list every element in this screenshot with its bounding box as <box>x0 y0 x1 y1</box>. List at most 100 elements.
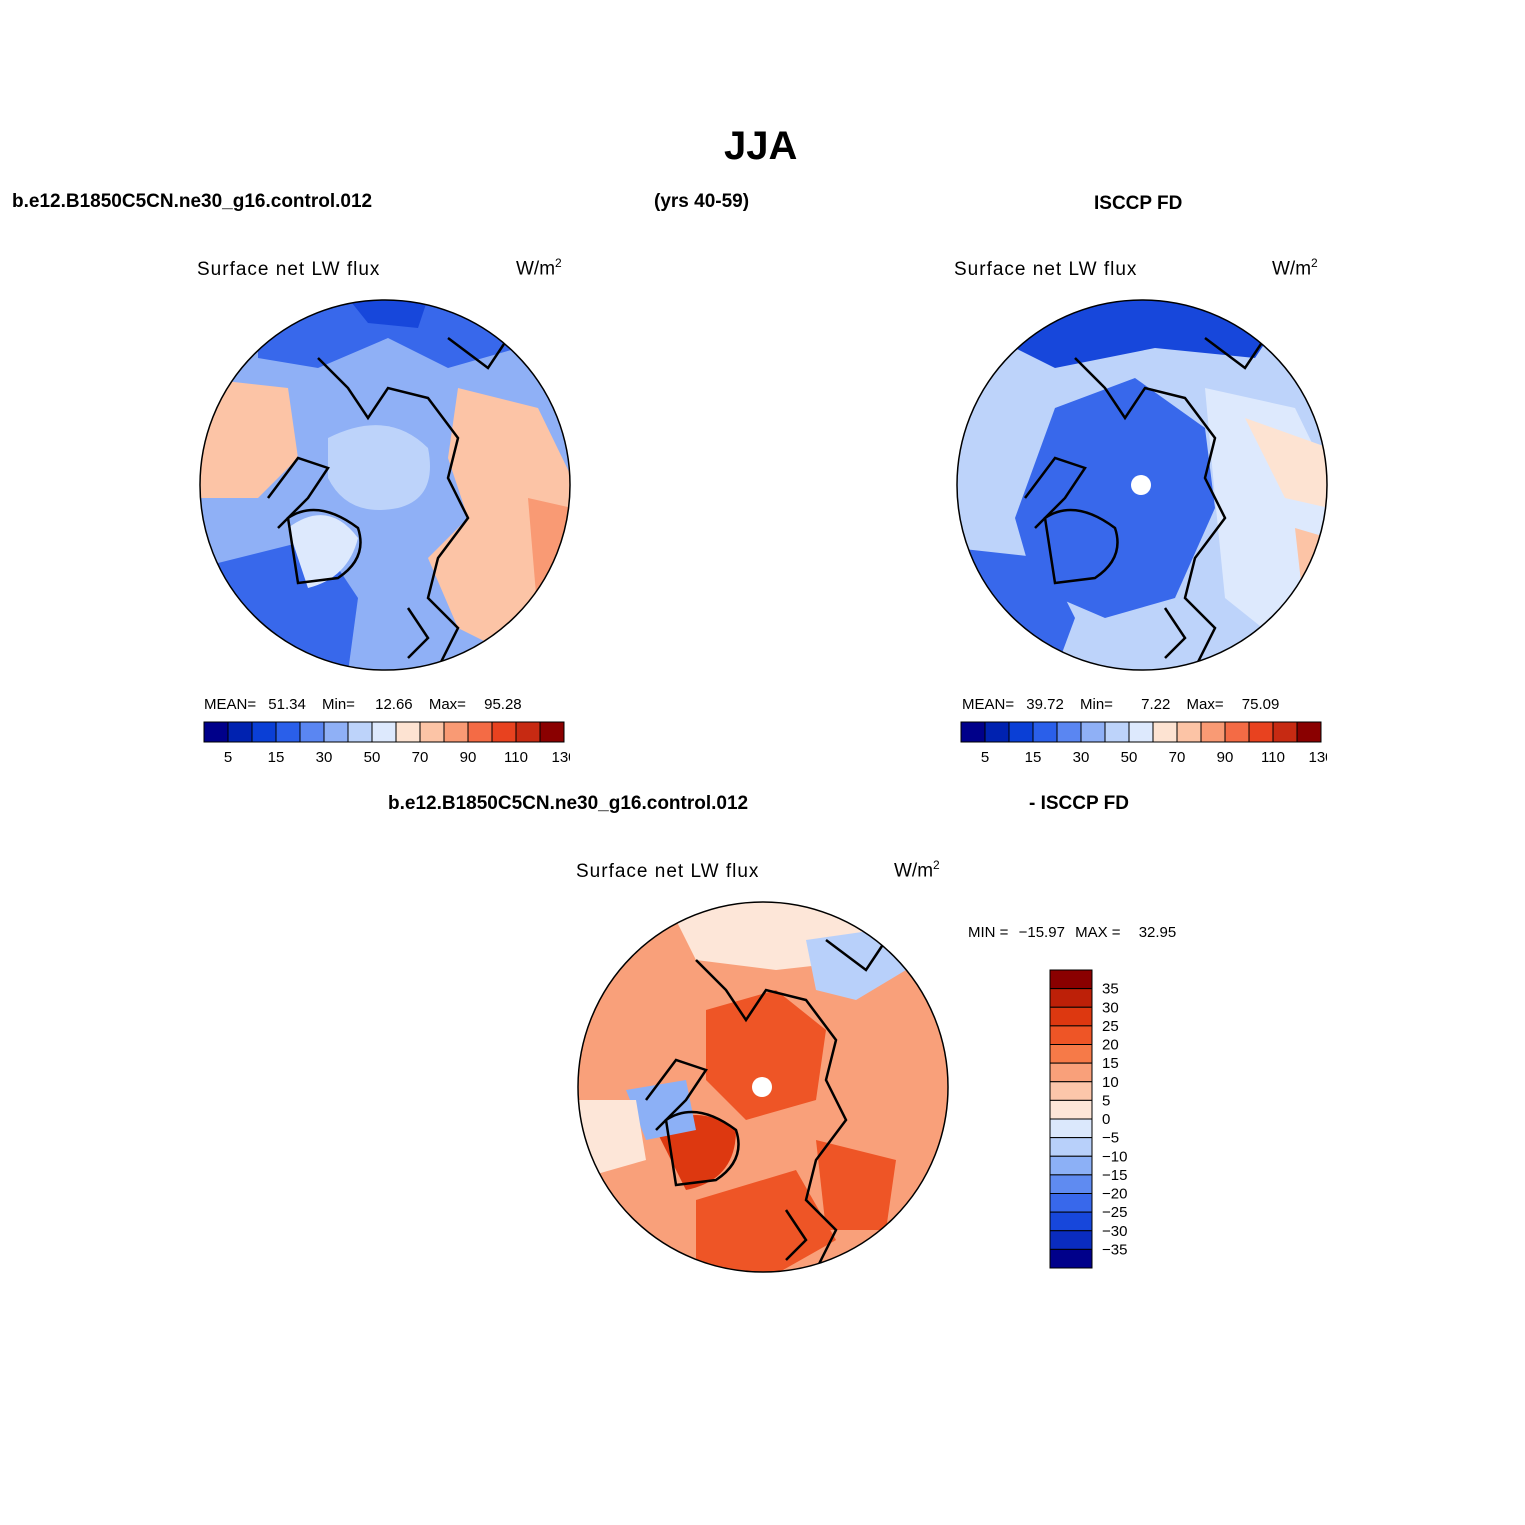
colorbar-box <box>491 721 517 743</box>
colorbar-tick-label: 5 <box>224 749 232 766</box>
colorbar-box <box>1049 1193 1093 1213</box>
colorbar-box <box>203 721 229 743</box>
model-field-asia-warmer <box>528 498 570 618</box>
colorbar-tick-label: 30 <box>316 749 333 766</box>
colorbar-box <box>467 721 493 743</box>
colorbar-box <box>419 721 445 743</box>
diff-field-asia-warm <box>816 1140 896 1230</box>
colorbar-box <box>323 721 349 743</box>
colorbar-tick-label: 25 <box>1102 1018 1119 1035</box>
diff-plot-title: Surface net LW flux <box>576 861 760 882</box>
obs-max-value: 75.09 <box>1241 696 1280 713</box>
model-units: W/m2 <box>516 256 562 280</box>
colorbar-box <box>1049 1081 1093 1101</box>
model-case-label: b.e12.B1850C5CN.ne30_g16.control.012 <box>12 191 373 212</box>
colorbar-box <box>1056 721 1082 743</box>
obs-units-sup: 2 <box>1311 256 1318 270</box>
colorbar-tick-label: 5 <box>981 749 989 766</box>
colorbar-tick-label: −10 <box>1102 1148 1127 1165</box>
colorbar-box <box>1049 1118 1093 1139</box>
model-field-arctic-core <box>328 425 430 510</box>
colorbar-box <box>1049 1025 1093 1045</box>
colorbar-tick-label: 130 <box>551 749 570 766</box>
colorbar-box <box>1049 1174 1093 1194</box>
colorbar-tick-label: 10 <box>1102 1074 1119 1091</box>
model-plot-title: Surface net LW flux <box>197 259 381 280</box>
diff-field-atlantic-warm <box>696 1170 836 1272</box>
obs-mean-label: MEAN= <box>962 696 1015 713</box>
diff-case-label: b.e12.B1850C5CN.ne30_g16.control.012 <box>388 793 749 814</box>
colorbar-box <box>275 721 301 743</box>
colorbar-tick-label: 90 <box>460 749 477 766</box>
obs-min-value: 7.22 <box>1141 696 1171 713</box>
colorbar-box <box>1128 721 1154 743</box>
colorbar-box <box>1049 1137 1093 1157</box>
colorbar-tick-label: 50 <box>1121 749 1138 766</box>
colorbar-box <box>515 721 541 743</box>
colorbar-box <box>1049 1044 1093 1064</box>
colorbar-tick-label: 15 <box>1025 749 1042 766</box>
colorbar-box <box>1049 969 1093 990</box>
obs-mean-value: 39.72 <box>1026 696 1064 713</box>
obs-field-arctic-ocean <box>1015 378 1215 618</box>
diff-pole-gap <box>752 1077 772 1097</box>
colorbar-box <box>395 721 421 743</box>
diff-units: W/m2 <box>894 858 940 882</box>
colorbar-box <box>347 721 373 743</box>
obs-units: W/m2 <box>1272 256 1318 280</box>
colorbar-tick-label: 30 <box>1102 999 1119 1016</box>
model-max-label: Max= <box>428 696 466 713</box>
colorbar-tick-label: 90 <box>1217 749 1234 766</box>
diff-field-america-blue <box>626 1080 696 1140</box>
obs-units-text: W/m <box>1272 258 1312 280</box>
diff-max-label: MAX = <box>1075 924 1121 941</box>
obs-min-label: Min= <box>1080 696 1113 713</box>
colorbar-box <box>251 721 277 743</box>
colorbar-tick-label: −15 <box>1102 1167 1127 1184</box>
colorbar-tick-label: 70 <box>1169 749 1186 766</box>
colorbar-box <box>1296 721 1322 743</box>
colorbar-tick-label: 50 <box>364 749 381 766</box>
diff-units-sup: 2 <box>933 858 940 872</box>
obs-polar-map <box>956 299 1328 671</box>
model-min-label: Min= <box>322 696 355 713</box>
colorbar-tick-label: 110 <box>504 749 528 766</box>
colorbar-box <box>1049 1230 1093 1250</box>
colorbar-box <box>1152 721 1178 743</box>
obs-colorbar: 5 15 30 50 70 90 110 130 <box>960 721 1327 766</box>
season-title: JJA <box>724 124 798 168</box>
colorbar-tick-label: 70 <box>412 749 429 766</box>
model-stats: MEAN= 51.34 Min= 12.66 Max= 95.28 <box>204 696 522 713</box>
colorbar-tick-label: 130 <box>1308 749 1327 766</box>
colorbar-box <box>1049 988 1093 1008</box>
colorbar-box <box>539 721 565 743</box>
obs-map-border <box>956 299 1328 671</box>
obs-stats: MEAN= 39.72 Min= 7.22 Max= 75.09 <box>962 696 1279 713</box>
model-map-border <box>199 299 571 671</box>
diff-map-border <box>577 901 949 1273</box>
colorbar-box <box>1049 1155 1093 1176</box>
colorbar-box <box>1008 721 1034 743</box>
colorbar-box <box>227 721 253 743</box>
colorbar-box <box>1049 1211 1093 1232</box>
colorbar-box <box>1049 1248 1093 1269</box>
model-polar-map <box>199 299 571 671</box>
colorbar-box <box>1032 721 1058 743</box>
colorbar-box <box>1272 721 1298 743</box>
obs-field-asia-warmer <box>1295 528 1327 618</box>
diff-max-value: 32.95 <box>1138 924 1177 941</box>
diff-polar-map <box>577 901 949 1273</box>
colorbar-box <box>371 721 397 743</box>
colorbar-box <box>1200 721 1226 743</box>
model-field-america-warm <box>200 378 298 498</box>
model-field-north-core <box>348 300 428 328</box>
colorbar-box <box>1080 721 1106 743</box>
obs-coastlines <box>1024 337 1267 669</box>
colorbar-box <box>1049 1099 1093 1120</box>
model-field-greenland <box>288 515 358 588</box>
colorbar-tick-label: 15 <box>1102 1055 1119 1072</box>
years-label: (yrs 40-59) <box>654 191 750 212</box>
colorbar-box <box>299 721 325 743</box>
model-max-value: 95.28 <box>484 696 522 713</box>
